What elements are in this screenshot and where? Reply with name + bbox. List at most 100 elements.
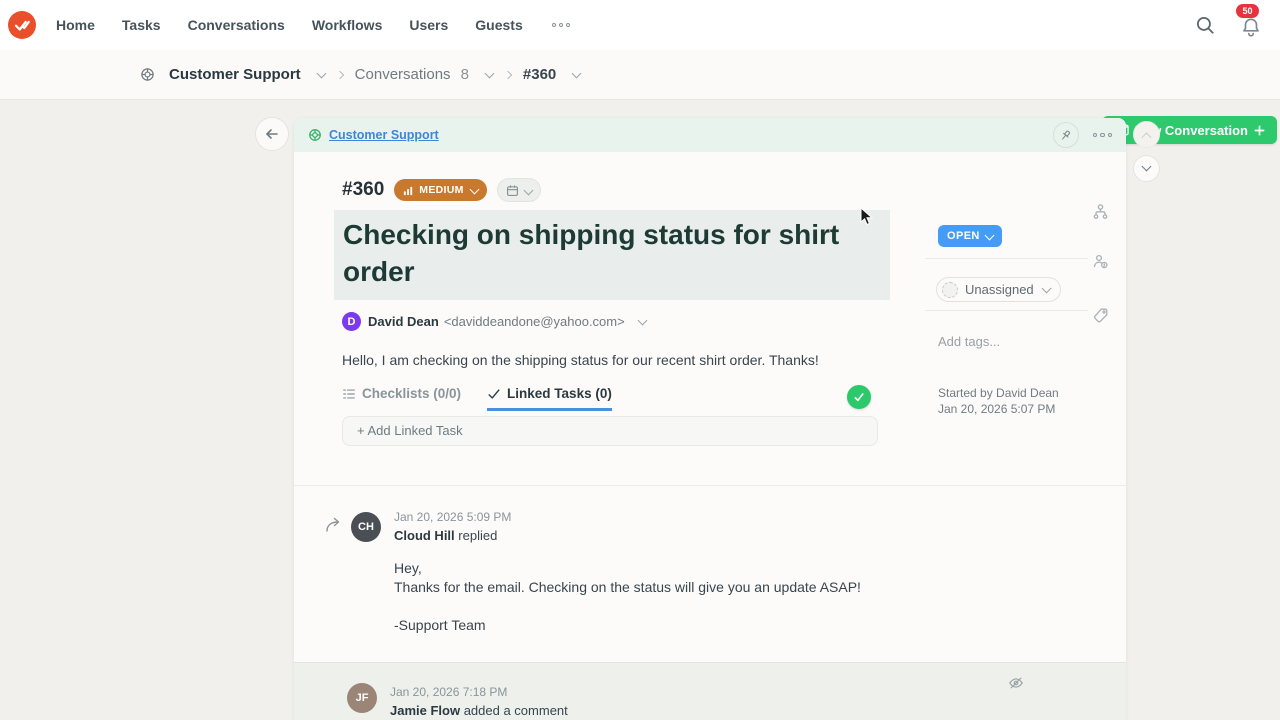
- breadcrumb-conversation-id[interactable]: #360: [522, 66, 557, 83]
- top-navigation-bar: Home Tasks Conversations Workflows Users…: [0, 0, 1280, 50]
- workflow-status-icon[interactable]: [1092, 203, 1109, 220]
- breadcrumb-separator-icon: [335, 70, 344, 79]
- tab-checklists[interactable]: Checklists (0/0): [342, 386, 461, 408]
- chevron-down-icon: [1141, 161, 1152, 172]
- assignee-dropdown[interactable]: Unassigned: [936, 277, 1061, 302]
- more-options-icon[interactable]: [1092, 132, 1112, 138]
- reply-body: Hey, Thanks for the email. Checking on t…: [394, 559, 861, 635]
- nav-workflows[interactable]: Workflows: [311, 17, 383, 33]
- breadcrumb-workspace[interactable]: Customer Support: [169, 66, 301, 83]
- workspace-lifebuoy-icon: [140, 67, 155, 82]
- plus-icon: [1254, 125, 1265, 135]
- tabs: Checklists (0/0) Linked Tasks (0): [342, 386, 612, 411]
- started-at: Jan 20, 2026 5:07 PM: [938, 402, 1056, 416]
- previous-conversation-button[interactable]: [1133, 121, 1160, 148]
- reply-line: Hey,: [394, 560, 422, 576]
- next-conversation-button[interactable]: [1133, 155, 1160, 182]
- started-by: Started by David Dean: [938, 386, 1059, 400]
- app-logo-icon[interactable]: [8, 11, 36, 39]
- conversation-card: Customer Support #360 MEDIUM: [294, 118, 1126, 720]
- reply-timestamp: Jan 20, 2026 5:09 PM: [394, 510, 512, 524]
- comment-author-avatar: JF: [347, 683, 377, 713]
- top-actions: 50: [1194, 0, 1266, 50]
- reply-line: Thanks for the email. Checking on the st…: [394, 579, 861, 595]
- conversation-card-header: Customer Support: [294, 118, 1126, 152]
- check-icon: [854, 393, 864, 402]
- arrow-left-icon: [266, 129, 278, 139]
- status-dropdown[interactable]: OPEN: [938, 225, 1002, 247]
- breadcrumb-bar: Customer Support Conversations 8 #360 Ne…: [0, 50, 1280, 144]
- conversation-id: #360: [342, 179, 385, 200]
- reply-item: CH Jan 20, 2026 5:09 PM Cloud Hill repli…: [324, 508, 1110, 635]
- assignee-person-icon[interactable]: [1092, 253, 1109, 270]
- priority-label: MEDIUM: [419, 184, 464, 196]
- chevron-up-icon: [1141, 132, 1152, 143]
- conversation-title[interactable]: Checking on shipping status for shirt or…: [343, 219, 840, 287]
- nav-guests[interactable]: Guests: [475, 17, 523, 33]
- notification-count-badge: 50: [1236, 4, 1259, 18]
- breadcrumb: Customer Support Conversations 8 #360: [140, 66, 582, 83]
- mark-done-button[interactable]: [847, 385, 871, 409]
- chevron-down-icon: [637, 315, 648, 326]
- search-icon[interactable]: [1194, 14, 1216, 36]
- sender-email: <daviddeandone@yahoo.com>: [443, 314, 625, 329]
- due-date-dropdown[interactable]: [496, 178, 541, 202]
- comment-timestamp: Jan 20, 2026 7:18 PM: [390, 685, 508, 699]
- back-button[interactable]: [255, 117, 289, 151]
- tab-linked-tasks[interactable]: Linked Tasks (0): [487, 386, 612, 411]
- nav-more-menu-icon[interactable]: [551, 23, 570, 27]
- tab-linked-tasks-label: Linked Tasks (0): [507, 386, 612, 401]
- inbox-lifebuoy-icon: [308, 128, 322, 142]
- conversation-message: Hello, I am checking on the shipping sta…: [342, 352, 819, 368]
- breadcrumb-section-count: 8: [460, 66, 469, 83]
- add-linked-task-button[interactable]: + Add Linked Task: [342, 416, 878, 446]
- reply-author-avatar: CH: [351, 512, 381, 542]
- nav-conversations[interactable]: Conversations: [187, 17, 285, 33]
- chevron-down-icon: [1041, 283, 1052, 294]
- pin-button[interactable]: [1052, 122, 1079, 148]
- divider: [925, 258, 1088, 259]
- chevron-down-icon: [469, 184, 480, 194]
- tag-icon[interactable]: [1092, 307, 1109, 324]
- priority-dropdown[interactable]: MEDIUM: [394, 179, 487, 201]
- check-icon: [488, 388, 500, 399]
- tab-checklists-label: Checklists (0/0): [362, 386, 462, 401]
- pushpin-icon: [1062, 130, 1071, 139]
- new-conversation-button[interactable]: New Conversation: [1101, 116, 1277, 144]
- reply-meta: Jan 20, 2026 5:09 PM Cloud Hill replied …: [394, 508, 861, 635]
- conversation-id-row: #360 MEDIUM: [342, 178, 541, 202]
- reply-author-line: Cloud Hill replied: [394, 528, 861, 543]
- notifications-bell-icon[interactable]: 50: [1236, 4, 1266, 40]
- chevron-down-icon[interactable]: [316, 68, 327, 79]
- add-tags-input[interactable]: Add tags...: [938, 334, 1001, 349]
- new-conversation-label: New Conversation: [1134, 122, 1248, 138]
- chevron-down-icon[interactable]: [571, 68, 582, 79]
- comment-meta: Jan 20, 2026 7:18 PM Jamie Flow added a …: [390, 683, 568, 718]
- checklist-icon: [343, 388, 355, 399]
- sender-name: David Dean: [368, 314, 439, 329]
- chevron-down-icon[interactable]: [484, 68, 495, 79]
- reply-line: -Support Team: [394, 617, 486, 633]
- status-label: OPEN: [947, 230, 980, 242]
- inbox-link[interactable]: Customer Support: [329, 128, 439, 142]
- title-block[interactable]: Checking on shipping status for shirt or…: [334, 210, 890, 300]
- chevron-down-icon: [984, 230, 995, 240]
- private-eye-slash-icon[interactable]: [1008, 675, 1024, 691]
- breadcrumb-separator-icon: [503, 70, 513, 79]
- assignee-label: Unassigned: [965, 282, 1034, 297]
- nav-home[interactable]: Home: [56, 17, 95, 33]
- comment-author-line: Jamie Flow added a comment: [390, 703, 568, 718]
- sender-dropdown[interactable]: D David Dean <daviddeandone@yahoo.com>: [338, 308, 656, 335]
- nav-tasks[interactable]: Tasks: [121, 17, 161, 33]
- comment-action: added a comment: [463, 703, 568, 718]
- chevron-down-icon: [523, 185, 534, 195]
- nav-users[interactable]: Users: [409, 17, 449, 33]
- comment-author: Jamie Flow: [390, 703, 461, 718]
- sender-avatar: D: [342, 312, 361, 331]
- reply-action: replied: [458, 528, 498, 543]
- breadcrumb-section[interactable]: Conversations: [354, 66, 451, 83]
- signal-bars-icon: [404, 186, 413, 195]
- divider: [925, 310, 1088, 311]
- reply-author: Cloud Hill: [394, 528, 455, 543]
